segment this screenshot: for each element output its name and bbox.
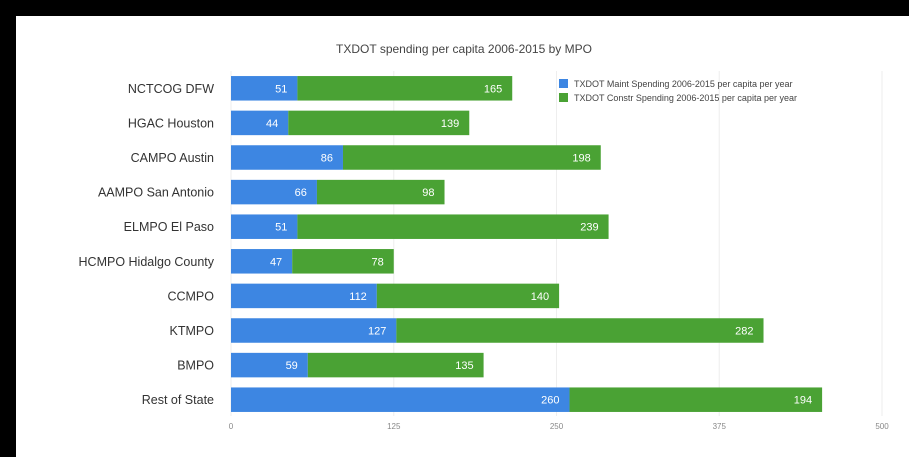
constr-data-label: 135 bbox=[455, 360, 473, 372]
maint-bar bbox=[231, 76, 298, 101]
category-label: Rest of State bbox=[142, 393, 214, 407]
stacked-bar-chart: TXDOT spending per capita 2006-2015 by M… bbox=[79, 42, 890, 431]
maint-data-label: 66 bbox=[295, 187, 307, 199]
constr-data-label: 140 bbox=[531, 291, 549, 303]
maint-bar bbox=[231, 179, 317, 205]
constr-bar bbox=[297, 76, 513, 101]
chart-panel: TXDOT spending per capita 2006-2015 by M… bbox=[16, 16, 909, 457]
x-axis-ticks: 0 125 250 375 500 bbox=[229, 422, 889, 431]
chart-title: TXDOT spending per capita 2006-2015 by M… bbox=[336, 42, 592, 56]
legend: TXDOT Maint Spending 2006-2015 per capit… bbox=[559, 79, 797, 103]
constr-data-label: 198 bbox=[572, 153, 590, 165]
category-label: BMPO bbox=[177, 359, 214, 373]
x-tick-label: 375 bbox=[713, 422, 727, 431]
maint-bar bbox=[231, 214, 298, 239]
maint-data-label: 112 bbox=[349, 291, 367, 303]
constr-bar bbox=[307, 352, 484, 378]
legend-label: TXDOT Maint Spending 2006-2015 per capit… bbox=[574, 79, 792, 89]
constr-bar bbox=[376, 283, 560, 309]
x-tick-label: 250 bbox=[550, 422, 564, 431]
category-labels: NCTCOG DFW HGAC Houston CAMPO Austin AAMPO … bbox=[79, 82, 215, 407]
legend-label: TXDOT Constr Spending 2006-2015 per capi… bbox=[574, 93, 797, 103]
x-tick-label: 500 bbox=[875, 422, 889, 431]
constr-data-label: 139 bbox=[441, 118, 459, 130]
category-label: NCTCOG DFW bbox=[128, 82, 214, 96]
maint-data-label: 59 bbox=[286, 360, 298, 372]
maint-data-label: 86 bbox=[321, 153, 333, 165]
x-tick-label: 125 bbox=[387, 422, 401, 431]
constr-bar bbox=[292, 249, 394, 274]
category-label: AAMPO San Antonio bbox=[98, 186, 214, 200]
maint-bar bbox=[231, 283, 377, 309]
maint-data-label: 47 bbox=[270, 256, 282, 268]
constr-bar bbox=[342, 145, 601, 170]
maint-bar bbox=[231, 318, 397, 343]
category-label: HGAC Houston bbox=[128, 116, 214, 130]
constr-data-label: 282 bbox=[735, 326, 753, 338]
maint-bar bbox=[231, 249, 293, 274]
maint-bar bbox=[231, 145, 343, 170]
constr-bar bbox=[569, 387, 823, 412]
constr-data-label: 239 bbox=[580, 222, 598, 234]
maint-data-label: 127 bbox=[368, 326, 386, 338]
constr-data-label: 78 bbox=[372, 256, 384, 268]
category-label: CCMPO bbox=[167, 289, 214, 303]
bars: 51 165 44 139 86 198 66 98 51 239 47 78 112 140 127 282… bbox=[231, 76, 823, 412]
constr-bar bbox=[297, 214, 609, 239]
constr-bar bbox=[316, 179, 445, 205]
category-label: ELMPO El Paso bbox=[124, 220, 214, 234]
constr-bar bbox=[396, 318, 764, 343]
maint-bar bbox=[231, 387, 570, 412]
category-label: HCMPO Hidalgo County bbox=[79, 255, 215, 269]
x-tick-label: 0 bbox=[229, 422, 234, 431]
constr-bar bbox=[288, 110, 470, 136]
category-label: CAMPO Austin bbox=[131, 151, 214, 165]
category-label: KTMPO bbox=[170, 324, 215, 338]
maint-data-label: 51 bbox=[275, 83, 287, 95]
maint-bar bbox=[231, 352, 308, 378]
legend-swatch bbox=[559, 93, 568, 102]
maint-data-label: 51 bbox=[275, 222, 287, 234]
maint-data-label: 44 bbox=[266, 118, 278, 130]
maint-data-label: 260 bbox=[541, 395, 559, 407]
constr-data-label: 98 bbox=[422, 187, 434, 199]
maint-bar bbox=[231, 110, 289, 136]
constr-data-label: 165 bbox=[484, 83, 502, 95]
constr-data-label: 194 bbox=[794, 395, 812, 407]
legend-swatch bbox=[559, 79, 568, 88]
